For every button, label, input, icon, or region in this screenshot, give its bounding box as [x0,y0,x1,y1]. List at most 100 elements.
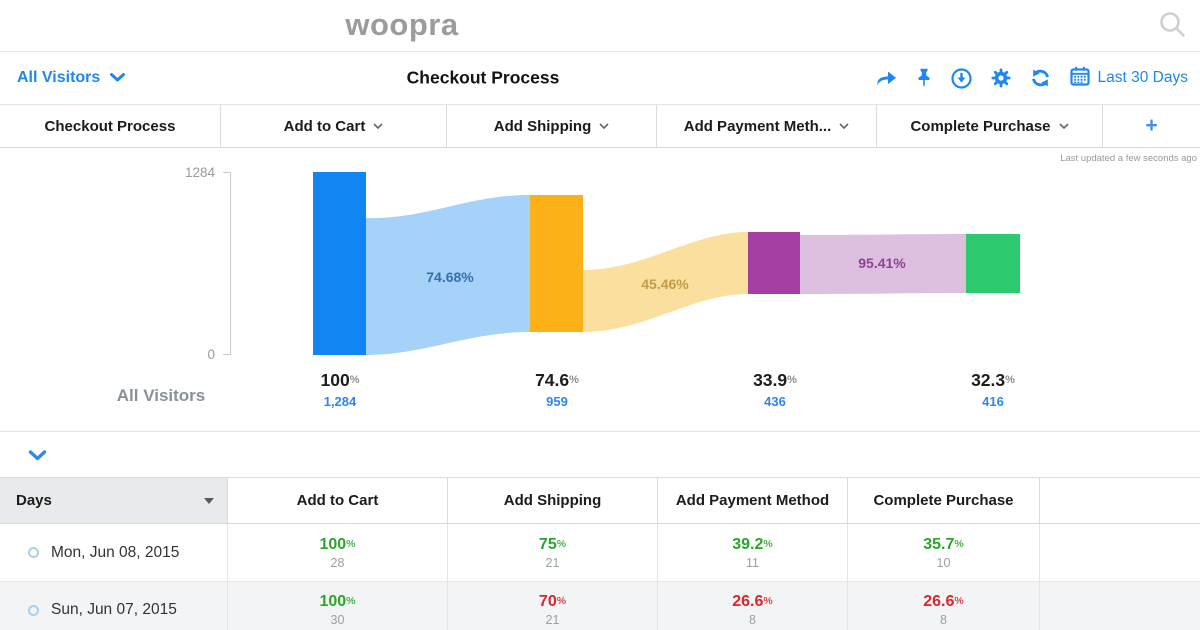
metric-percent: 26.6 [923,593,955,610]
metric-cell: 75% 21 [448,524,658,581]
percent-sign: % [349,374,360,386]
percent-sign: % [569,374,579,386]
woopra-logo: woopra [345,7,459,42]
tab-label: Add to Cart [283,117,366,135]
conversion-label-2: 45.46% [641,276,689,292]
date-range-selector[interactable]: Last 30 Days [1069,66,1188,91]
bar-add-shipping[interactable] [530,195,583,332]
tab-add-shipping[interactable]: Add Shipping [447,105,657,147]
bar-complete-purchase[interactable] [966,234,1020,293]
chevron-down-icon [110,69,126,87]
percent-sign: % [763,537,773,550]
metric-percent: 39.2 [732,535,764,553]
tab-add-to-cart[interactable]: Add to Cart [221,105,447,147]
search-icon[interactable] [1156,9,1188,41]
step-percent: 100 [320,370,350,390]
last-updated-text: Last updated a few seconds ago [1060,153,1197,164]
percent-sign: % [556,537,567,550]
tab-label: Add Payment Meth... [683,117,832,135]
metric-count: 21 [545,555,560,570]
download-icon[interactable] [950,67,972,89]
tab-add-payment-method[interactable]: Add Payment Meth... [657,105,877,147]
y-axis-max-label: 1284 [185,165,216,180]
bar-add-to-cart[interactable] [313,172,366,355]
percent-sign: % [763,595,773,607]
refresh-icon[interactable] [1030,68,1051,88]
top-bar: woopra [0,0,1200,52]
row-marker-circle-icon[interactable] [28,604,39,616]
column-header-empty [1040,478,1200,523]
metric-percent: 75 [538,535,557,553]
tab-checkout-process[interactable]: Checkout Process [0,105,221,147]
percent-sign: % [787,374,797,386]
step-count[interactable]: 416 [982,394,1004,409]
tab-complete-purchase[interactable]: Complete Purchase [877,105,1103,147]
empty-cell [1040,582,1200,630]
step-percent: 32.3 [971,370,1006,390]
table-row: Sun, Jun 07, 2015 100% 30 70% 21 26.6% 8… [0,581,1200,630]
row-date: Sun, Jun 07, 2015 [51,601,177,618]
chevron-down-icon [1058,123,1069,129]
metric-percent: 35.7 [923,535,955,553]
step-stat-complete-purchase: 32.3% 416 [923,370,1063,409]
metric-count: 8 [749,613,756,627]
pin-icon[interactable] [916,68,932,88]
tab-label: Add Shipping [493,117,592,135]
percent-sign: % [1005,374,1015,386]
column-header-days[interactable]: Days [0,478,228,523]
add-step-button[interactable]: + [1145,114,1158,137]
chevron-down-icon [599,123,609,129]
metric-percent: 26.6 [732,593,764,610]
bar-add-payment-method[interactable] [748,232,800,294]
funnel-source-label: All Visitors [116,386,206,405]
percent-sign: % [954,595,964,607]
flow-band-shipping-to-payment [583,232,748,332]
step-count[interactable]: 1,284 [323,394,357,409]
row-marker-circle-icon[interactable] [28,547,39,558]
funnel-step-tabs: Checkout Process Add to Cart Add Shippin… [0,105,1200,148]
settings-gear-icon[interactable] [991,68,1011,88]
metric-count: 10 [936,555,951,570]
step-stat-add-shipping: 74.6% 959 [487,370,627,409]
sort-dropdown-icon[interactable] [204,498,214,504]
daily-breakdown-table: Days Add to Cart Add Shipping Add Paymen… [0,478,1200,630]
column-header-add-payment-method: Add Payment Method [658,478,848,523]
step-count[interactable]: 959 [546,394,568,409]
conversion-label-3: 95.41% [858,255,906,271]
metric-cell: 100% 30 [228,582,448,630]
tab-label: Complete Purchase [910,117,1051,135]
column-header-complete-purchase: Complete Purchase [848,478,1040,523]
chevron-down-icon [373,123,383,129]
metric-cell: 35.7% 10 [848,524,1040,581]
column-header-add-to-cart: Add to Cart [228,478,448,523]
column-header-label: Days [16,492,52,509]
segment-selector[interactable]: All Visitors [17,52,126,104]
step-count[interactable]: 436 [764,394,786,409]
metric-percent: 100 [319,535,347,553]
flow-band-payment-to-purchase [800,234,966,294]
metric-cell: 70% 21 [448,582,658,630]
flow-band-add-to-cart-to-shipping [366,195,530,355]
metric-count: 21 [545,613,560,627]
share-icon[interactable] [876,69,897,88]
funnel-chart: Last updated a few seconds ago 1284 0 74… [0,148,1200,432]
segment-label: All Visitors [17,69,101,86]
empty-cell [1040,524,1200,581]
chevron-down-icon [839,123,849,129]
date-range-label: Last 30 Days [1097,69,1188,86]
metric-count: 8 [940,613,947,627]
metric-cell: 26.6% 8 [848,582,1040,630]
metric-cell: 39.2% 11 [658,524,848,581]
metric-count: 28 [330,555,345,570]
row-date: Mon, Jun 08, 2015 [51,543,180,561]
tab-label: Checkout Process [44,117,176,135]
metric-cell: 26.6% 8 [658,582,848,630]
toolbar-actions: Last 30 Days [876,52,1188,104]
percent-sign: % [556,595,567,607]
step-stat-add-payment-method: 33.9% 436 [705,370,845,409]
table-header-row: Days Add to Cart Add Shipping Add Paymen… [0,478,1200,524]
expand-chevron-icon[interactable] [28,450,47,461]
percent-sign: % [346,595,356,607]
metric-percent: 70 [538,593,557,610]
metric-cell: 100% 28 [228,524,448,581]
